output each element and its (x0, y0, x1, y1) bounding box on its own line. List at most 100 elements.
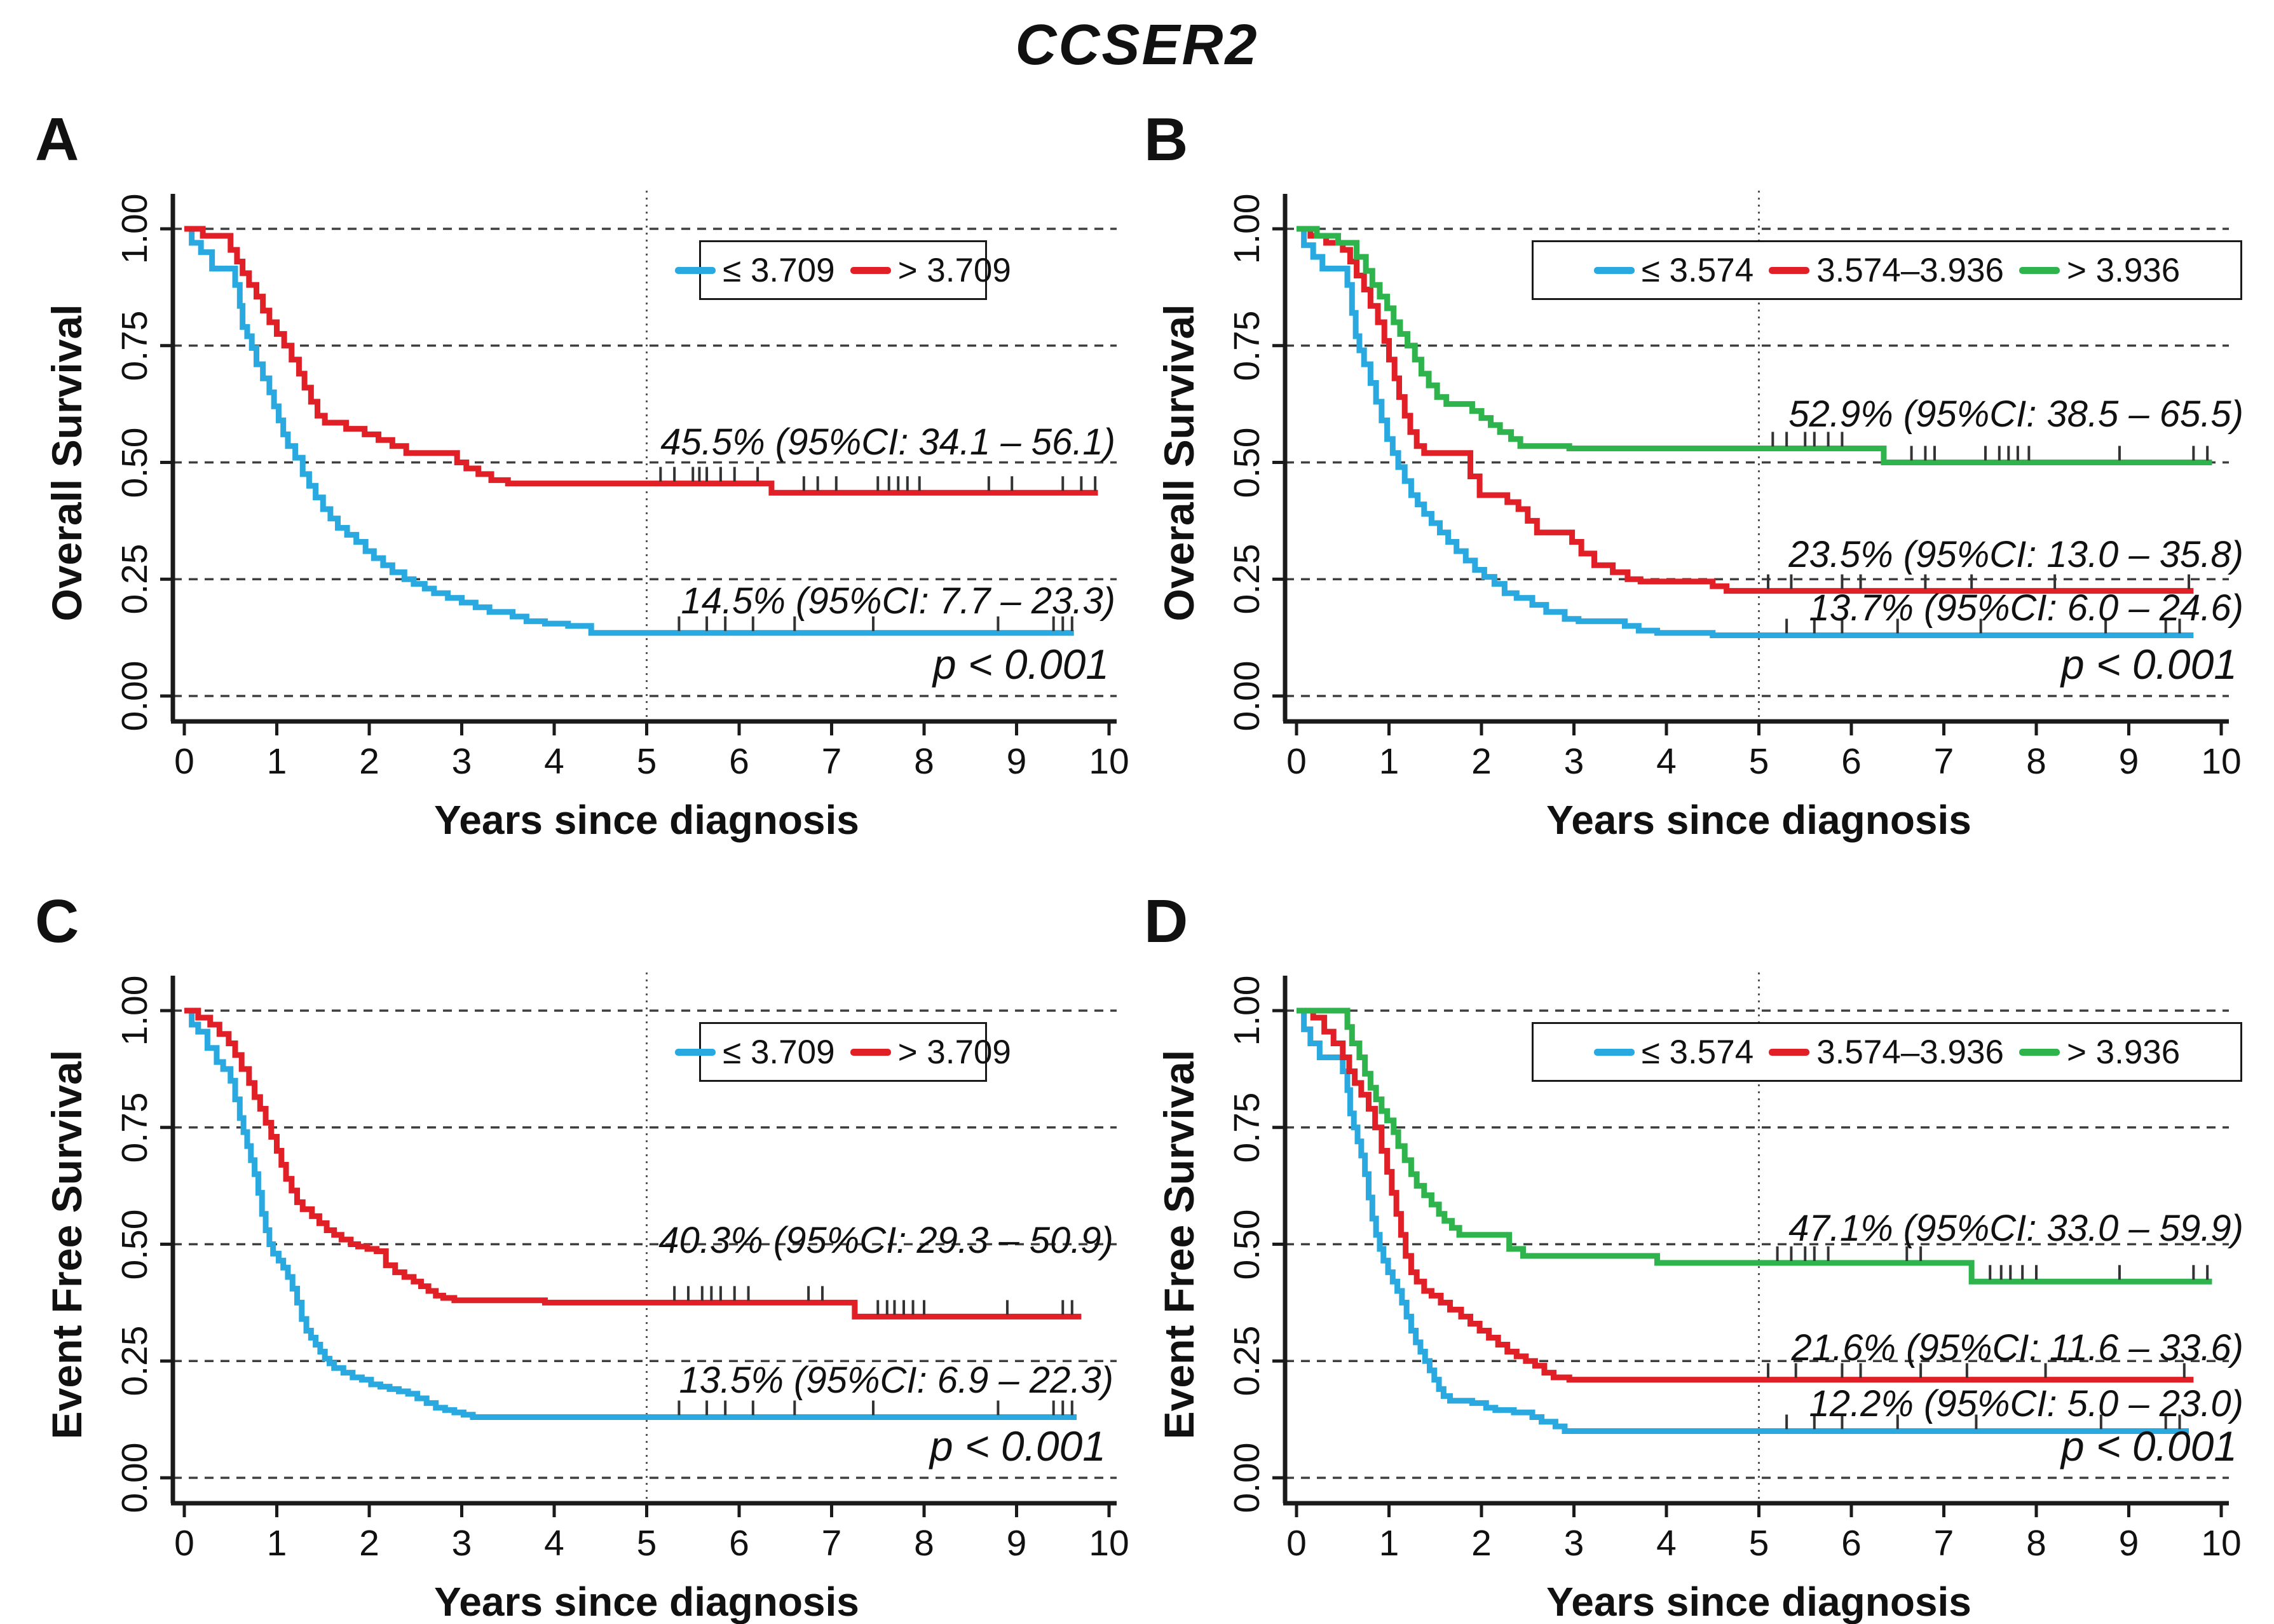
x-tick-label: 8 (2026, 1523, 2046, 1564)
y-tick-label: 0.75 (1227, 310, 1267, 381)
x-axis-label: Years since diagnosis (1546, 1579, 1971, 1624)
legend-label: > 3.936 (2066, 251, 2181, 289)
x-tick-label: 5 (636, 741, 657, 782)
x-tick-label: 3 (1563, 741, 1584, 782)
x-tick-label: 0 (174, 741, 194, 782)
x-tick-label: 9 (1006, 1523, 1027, 1564)
legend-box: ≤ 3.574 3.574–3.936 > 3.936 (1532, 240, 2242, 300)
legend-box: ≤ 3.709 > 3.709 (675, 240, 1011, 300)
km-curve-red (1297, 226, 2194, 594)
x-tick-label: 9 (2118, 741, 2139, 782)
x-tick-label: 7 (821, 1523, 842, 1564)
y-tick-label: 1.00 (1227, 193, 1267, 264)
x-tick-label: 0 (1286, 1523, 1307, 1564)
x-tick-label: 5 (636, 1523, 657, 1564)
x-tick-label: 2 (359, 741, 379, 782)
survival-annotation: 13.5% (95%CI: 6.9 – 22.3) (679, 1360, 1113, 1402)
x-tick-label: 7 (1933, 741, 1954, 782)
panel-letter: C (35, 887, 79, 955)
survival-annotation: 47.1% (95%CI: 33.0 – 59.9) (1788, 1208, 2243, 1250)
x-tick-label: 1 (1379, 741, 1399, 782)
y-tick-label: 0.25 (1227, 543, 1267, 615)
legend-swatch-blue-icon (1593, 266, 1635, 274)
y-tick-label: 0.50 (1227, 427, 1267, 498)
y-tick-label: 0.50 (114, 1209, 155, 1279)
legend-swatch-blue-icon (1593, 1048, 1635, 1056)
km-curve-red (184, 1007, 1082, 1320)
survival-annotation: 40.3% (95%CI: 29.3 – 50.9) (658, 1219, 1113, 1261)
legend-swatch-red-icon (1769, 1048, 1810, 1056)
legend-label: 3.574–3.936 (1816, 251, 2004, 289)
legend-entry: ≤ 3.709 (675, 1033, 835, 1072)
survival-annotation: 21.6% (95%CI: 11.6 – 33.6) (1791, 1327, 2243, 1368)
y-tick-label: 0.75 (114, 1092, 155, 1163)
y-axis-label: Event Free Survival (43, 1049, 90, 1439)
km-curve-blue (184, 226, 1074, 636)
x-tick-label: 4 (544, 741, 564, 782)
y-tick-label: 0.50 (1227, 1209, 1267, 1279)
legend-swatch-green-icon (2019, 266, 2060, 274)
legend-swatch-blue-icon (675, 1048, 716, 1056)
panel-letter: D (1144, 887, 1188, 955)
x-tick-label: 2 (359, 1523, 379, 1564)
legend-label: 3.574–3.936 (1816, 1033, 2004, 1071)
survival-annotation: 23.5% (95%CI: 13.0 – 35.8) (1788, 533, 2243, 575)
x-axis-label: Years since diagnosis (434, 1579, 859, 1624)
figure-title: CCSER2 (1015, 13, 1259, 77)
y-tick-label: 0.00 (114, 1442, 155, 1513)
x-tick-label: 2 (1471, 741, 1492, 782)
y-tick-label: 0.00 (1227, 660, 1267, 732)
x-tick-label: 4 (1656, 741, 1677, 782)
legend-swatch-red-icon (850, 1048, 891, 1056)
y-tick-label: 0.00 (114, 660, 155, 732)
x-tick-label: 9 (1006, 741, 1027, 782)
y-axis-label: Event Free Survival (1155, 1049, 1202, 1439)
x-tick-label: 0 (1286, 741, 1307, 782)
x-tick-label: 6 (1841, 741, 1862, 782)
legend-entry: > 3.709 (850, 1033, 1011, 1072)
y-tick-label: 0.75 (1227, 1092, 1267, 1163)
legend-entry: ≤ 3.574 (1593, 1033, 1754, 1072)
legend-label: ≤ 3.709 (723, 251, 835, 289)
x-tick-label: 1 (266, 741, 287, 782)
x-axis-label: Years since diagnosis (434, 797, 859, 843)
x-tick-label: 1 (1379, 1523, 1399, 1564)
x-tick-label: 9 (2118, 1523, 2139, 1564)
x-tick-label: 2 (1471, 1523, 1492, 1564)
y-axis-label: Overall Survival (1155, 304, 1202, 621)
p-value-label: p < 0.001 (2060, 641, 2237, 688)
x-tick-label: 8 (914, 741, 934, 782)
x-tick-label: 3 (451, 741, 472, 782)
legend-label: ≤ 3.709 (723, 1033, 835, 1071)
y-tick-label: 0.25 (114, 543, 155, 615)
x-tick-label: 10 (2201, 741, 2242, 782)
x-tick-label: 6 (729, 741, 749, 782)
x-tick-label: 1 (266, 1523, 287, 1564)
km-curve-red (1297, 1007, 2194, 1383)
y-tick-label: 1.00 (114, 975, 155, 1046)
x-tick-label: 3 (1563, 1523, 1584, 1564)
p-value-label: p < 0.001 (2060, 1423, 2237, 1470)
y-tick-label: 0.50 (114, 427, 155, 498)
y-tick-label: 1.00 (114, 193, 155, 264)
y-axis-label: Overall Survival (43, 304, 90, 621)
km-curve-blue (1297, 1007, 2189, 1434)
x-tick-label: 10 (1089, 1523, 1129, 1564)
legend-label: ≤ 3.574 (1641, 1033, 1754, 1071)
legend-entry: ≤ 3.709 (675, 251, 835, 290)
survival-annotation: 13.7% (95%CI: 6.0 – 24.6) (1809, 587, 2243, 629)
survival-annotation: 14.5% (95%CI: 7.7 – 23.3) (681, 580, 1115, 622)
legend-box: ≤ 3.709 > 3.709 (675, 1022, 1011, 1082)
y-tick-label: 1.00 (1227, 975, 1267, 1046)
survival-annotation: 52.9% (95%CI: 38.5 – 65.5) (1788, 393, 2243, 435)
x-tick-label: 8 (2026, 741, 2046, 782)
x-tick-label: 10 (2201, 1523, 2242, 1564)
legend-label: > 3.709 (897, 1033, 1011, 1071)
panel-letter: A (35, 106, 79, 174)
x-tick-label: 8 (914, 1523, 934, 1564)
km-curve-blue (184, 1007, 1077, 1420)
km-curve-blue (1297, 226, 2194, 638)
survival-annotation: 45.5% (95%CI: 34.1 – 56.1) (660, 421, 1115, 463)
